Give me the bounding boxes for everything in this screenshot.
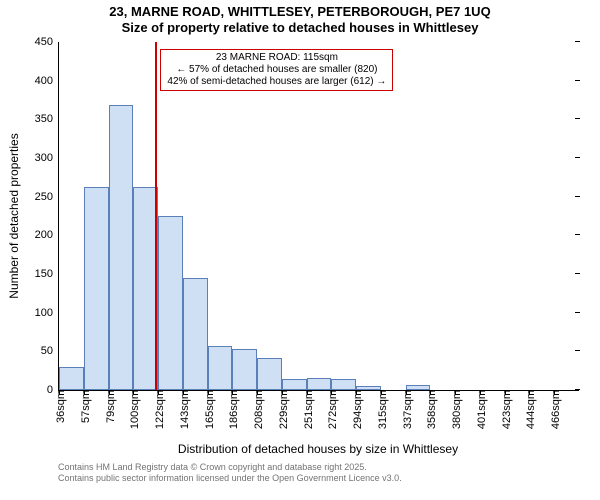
y-tick-label: 250	[35, 191, 59, 203]
y-tick-label: 200	[35, 229, 59, 241]
annotation-box: 23 MARNE ROAD: 115sqm← 57% of detached h…	[160, 49, 393, 91]
x-tick-mark	[232, 390, 233, 395]
x-tick-mark	[257, 390, 258, 395]
x-tick-mark	[406, 390, 407, 395]
x-tick-mark	[158, 390, 159, 395]
annotation-line: 42% of semi-detached houses are larger (…	[167, 76, 386, 88]
x-axis-label: Distribution of detached houses by size …	[178, 442, 458, 456]
x-tick-label: 466sqm	[546, 390, 562, 429]
x-tick-mark	[183, 390, 184, 395]
title-block: 23, MARNE ROAD, WHITTLESEY, PETERBOROUGH…	[0, 0, 600, 35]
chart-container: 23, MARNE ROAD, WHITTLESEY, PETERBOROUGH…	[0, 0, 600, 500]
histogram-bar	[183, 278, 208, 390]
y-tick-label: 400	[35, 75, 59, 87]
attribution-block: Contains HM Land Registry data © Crown c…	[58, 462, 402, 484]
x-tick-label: 208sqm	[249, 390, 265, 429]
y-tick-mark	[575, 350, 580, 351]
y-tick-mark	[575, 118, 580, 119]
y-tick-mark	[575, 389, 580, 390]
attribution-line-2: Contains public sector information licen…	[58, 473, 402, 484]
histogram-bar	[282, 379, 307, 390]
x-tick-label: 315sqm	[373, 390, 389, 429]
y-tick-label: 300	[35, 152, 59, 164]
y-axis-label: Number of detached properties	[7, 133, 21, 298]
y-tick-label: 350	[35, 113, 59, 125]
x-tick-mark	[356, 390, 357, 395]
x-tick-label: 358sqm	[422, 390, 438, 429]
y-tick-mark	[575, 196, 580, 197]
x-tick-label: 401sqm	[472, 390, 488, 429]
x-tick-mark	[430, 390, 431, 395]
x-tick-mark	[529, 390, 530, 395]
x-tick-mark	[331, 390, 332, 395]
x-tick-label: 294sqm	[348, 390, 364, 429]
y-tick-label: 150	[35, 268, 59, 280]
reference-line	[155, 42, 157, 390]
histogram-bar	[232, 349, 257, 390]
y-tick-mark	[575, 312, 580, 313]
x-tick-label: 229sqm	[274, 390, 290, 429]
histogram-bar	[208, 346, 233, 390]
annotation-line: 23 MARNE ROAD: 115sqm	[167, 52, 386, 64]
x-tick-label: 380sqm	[447, 390, 463, 429]
x-tick-mark	[59, 390, 60, 395]
histogram-bar	[331, 379, 356, 390]
x-tick-mark	[84, 390, 85, 395]
x-tick-mark	[455, 390, 456, 395]
x-tick-mark	[109, 390, 110, 395]
y-tick-mark	[575, 234, 580, 235]
histogram-bar	[307, 378, 332, 390]
x-tick-mark	[208, 390, 209, 395]
x-tick-mark	[307, 390, 308, 395]
x-tick-mark	[282, 390, 283, 395]
histogram-bar	[59, 367, 84, 390]
y-tick-mark	[575, 273, 580, 274]
attribution-line-1: Contains HM Land Registry data © Crown c…	[58, 462, 402, 473]
x-tick-label: 251sqm	[299, 390, 315, 429]
x-tick-label: 143sqm	[175, 390, 191, 429]
y-tick-mark	[575, 41, 580, 42]
x-tick-label: 423sqm	[497, 390, 513, 429]
y-tick-label: 450	[35, 36, 59, 48]
y-tick-label: 50	[41, 345, 59, 357]
x-tick-label: 165sqm	[200, 390, 216, 429]
x-tick-mark	[381, 390, 382, 395]
y-tick-mark	[575, 157, 580, 158]
x-tick-mark	[554, 390, 555, 395]
y-tick-mark	[575, 80, 580, 81]
x-tick-mark	[480, 390, 481, 395]
x-tick-label: 444sqm	[521, 390, 537, 429]
x-tick-label: 100sqm	[125, 390, 141, 429]
title-line-1: 23, MARNE ROAD, WHITTLESEY, PETERBOROUGH…	[0, 4, 600, 20]
x-tick-mark	[133, 390, 134, 395]
x-tick-label: 122sqm	[150, 390, 166, 429]
histogram-bar	[257, 358, 282, 390]
histogram-bar	[109, 105, 134, 390]
x-tick-label: 272sqm	[323, 390, 339, 429]
annotation-line: ← 57% of detached houses are smaller (82…	[167, 64, 386, 76]
x-tick-mark	[505, 390, 506, 395]
y-tick-label: 100	[35, 307, 59, 319]
histogram-bar	[84, 187, 109, 390]
histogram-bar	[158, 216, 183, 390]
plot-area: 05010015020025030035040045036sqm57sqm79s…	[58, 42, 579, 391]
x-tick-label: 186sqm	[224, 390, 240, 429]
x-tick-label: 337sqm	[398, 390, 414, 429]
title-line-2: Size of property relative to detached ho…	[0, 20, 600, 36]
